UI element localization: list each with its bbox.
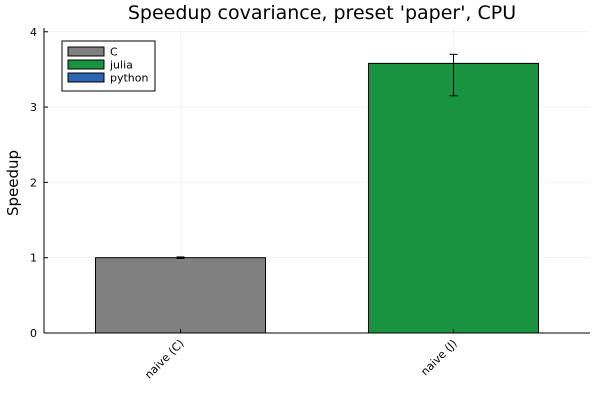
bar-julia	[368, 62, 539, 334]
y-tick-label: 0	[30, 327, 37, 340]
legend-swatch-julia	[67, 59, 105, 70]
legend-swatch-C	[67, 46, 105, 57]
chart-title: Speedup covariance, preset 'paper', CPU	[128, 2, 516, 24]
bar-C	[95, 257, 266, 334]
y-tick-label: 2	[30, 176, 37, 189]
x-tick-label: naive (C)	[142, 337, 186, 381]
y-tick-label: 1	[30, 252, 37, 265]
y-axis-label: Speedup	[4, 150, 22, 216]
legend-label-julia: julia	[109, 59, 133, 72]
y-tick-label: 3	[30, 101, 37, 114]
bars	[95, 62, 539, 334]
x-tick-label: naive (J)	[418, 337, 459, 378]
legend-label-python: python	[110, 72, 149, 85]
y-tick-label: 4	[30, 26, 37, 39]
error-bars	[176, 53, 458, 259]
legend-label-C: C	[110, 46, 118, 59]
legend-swatch-python	[67, 72, 105, 83]
